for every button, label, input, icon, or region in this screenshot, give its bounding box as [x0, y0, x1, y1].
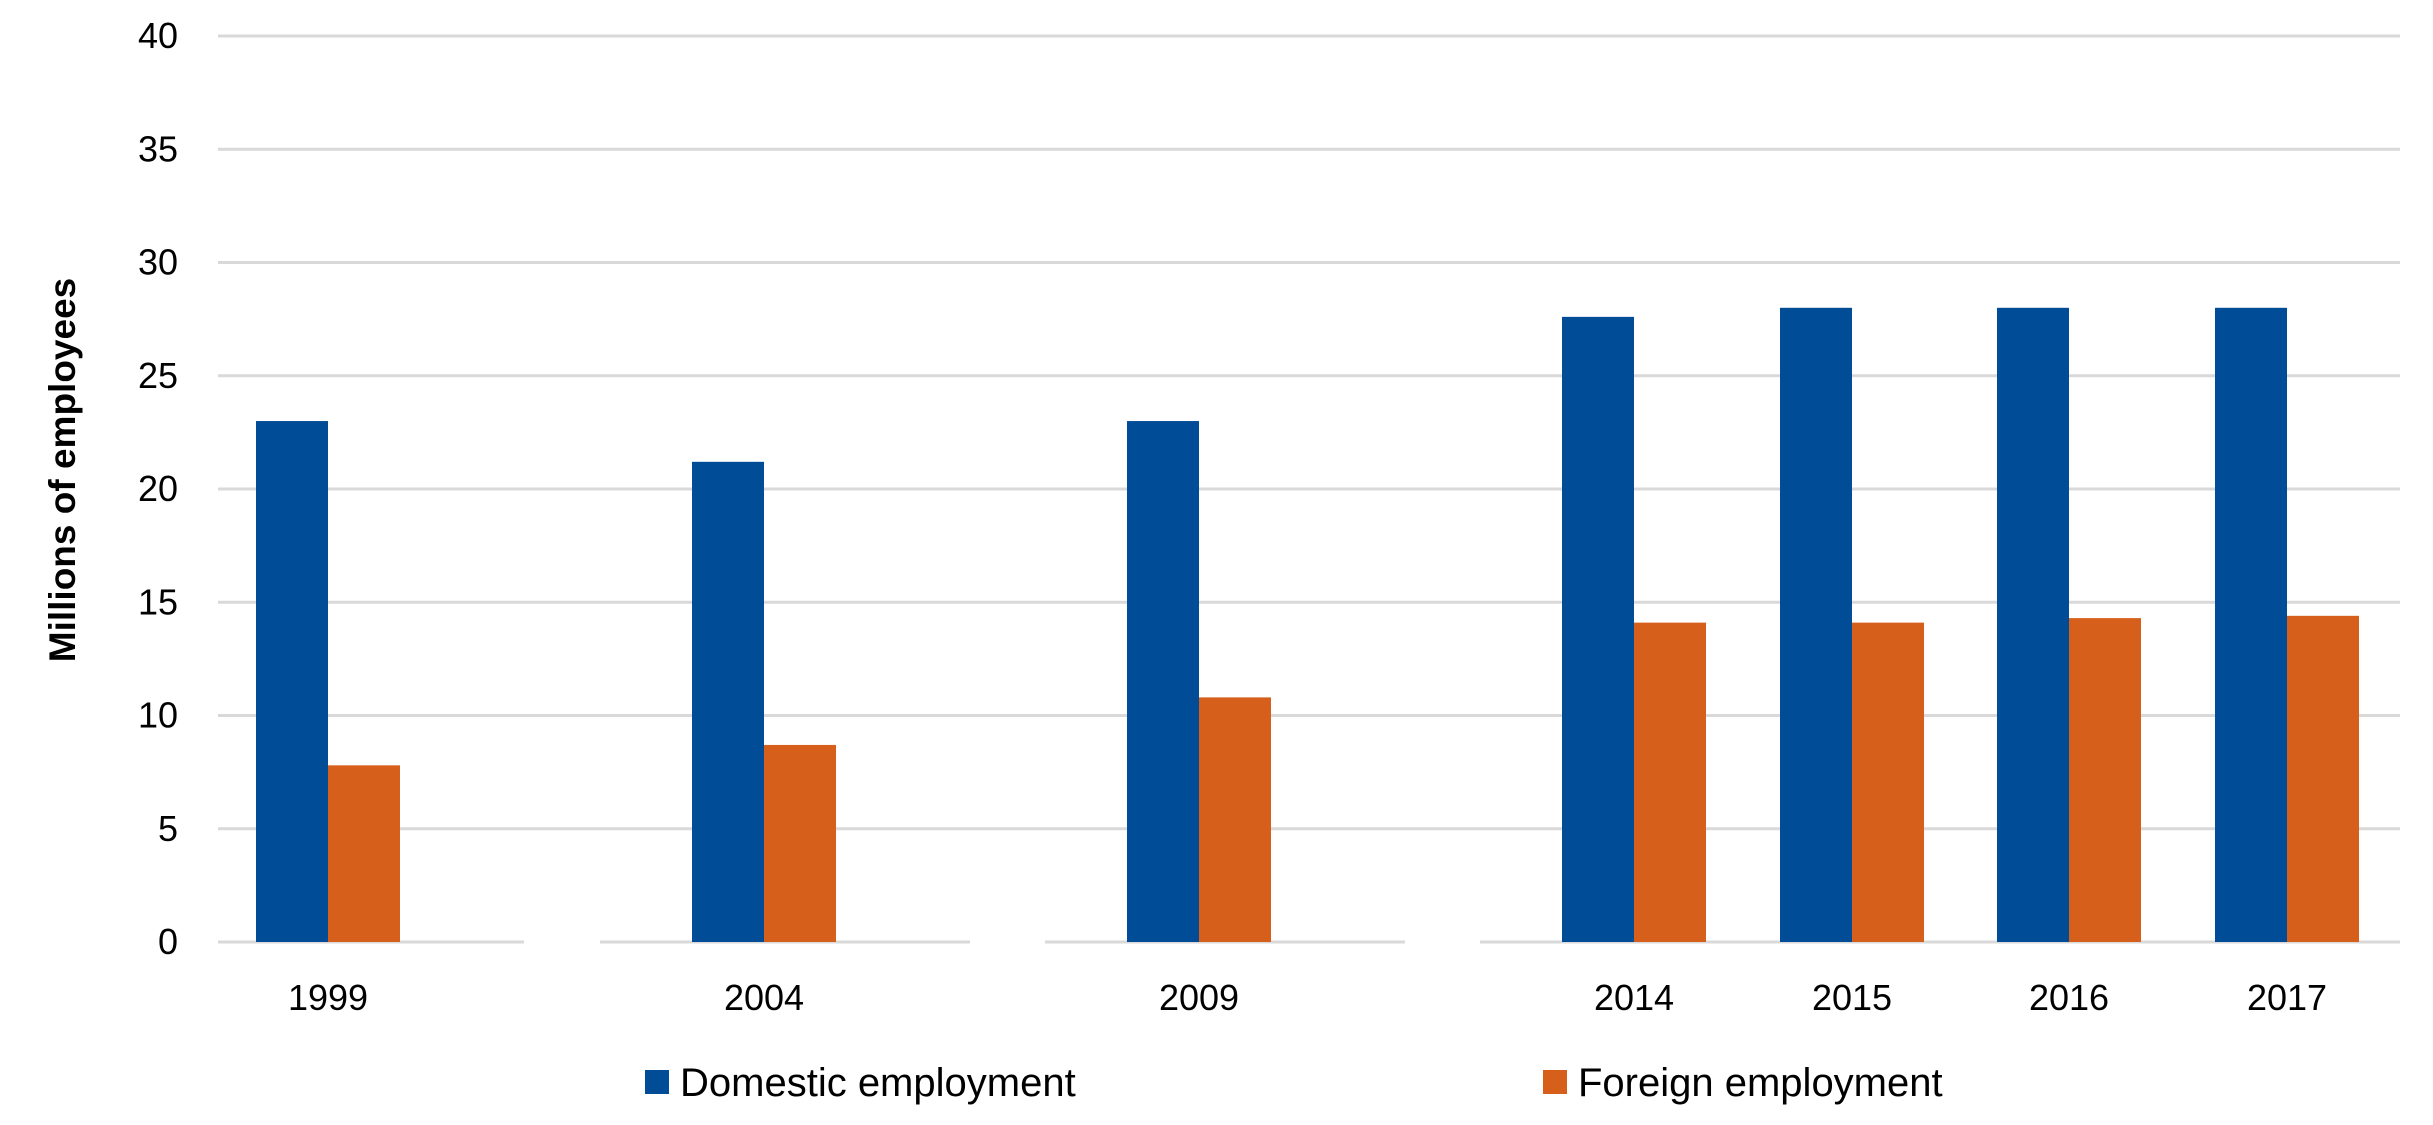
legend-swatch-foreign	[1543, 1070, 1567, 1094]
legend-item-domestic: Domestic employment	[645, 1061, 1076, 1105]
x-tick-label-2004: 2004	[724, 977, 804, 1018]
y-tick-label: 15	[138, 581, 178, 622]
bar-domestic-1999	[256, 421, 328, 942]
y-tick-label: 30	[138, 242, 178, 283]
bar-foreign-2009	[1199, 697, 1271, 942]
bar-foreign-2014	[1634, 622, 1706, 942]
legend-label-domestic: Domestic employment	[680, 1061, 1076, 1105]
gridlines	[218, 34, 2400, 831]
bar-foreign-2004	[764, 744, 836, 942]
bar-foreign-2016	[2069, 618, 2141, 942]
bar-domestic-2017	[2215, 307, 2287, 942]
bar-domestic-2014	[1562, 316, 1634, 942]
bar-domestic-2004	[692, 461, 764, 942]
x-tick-label-2015: 2015	[1812, 977, 1892, 1018]
y-tick-label: 25	[138, 355, 178, 396]
x-tick-label-2016: 2016	[2029, 977, 2109, 1018]
y-tick-label: 10	[138, 695, 178, 736]
bar-domestic-2015	[1780, 307, 1852, 942]
bar-foreign-2015	[1852, 622, 1924, 942]
x-axis-tick-labels: 1999 2004 2009 2014 2015 2016 2017	[288, 977, 2327, 1018]
x-tick-label-1999: 1999	[288, 977, 368, 1018]
x-tick-label-2014: 2014	[1594, 977, 1674, 1018]
x-tick-label-2017: 2017	[2247, 977, 2327, 1018]
bar-foreign-1999	[328, 765, 400, 942]
bar-domestic-2009	[1127, 421, 1199, 942]
y-tick-label: 5	[158, 808, 178, 849]
y-tick-label: 40	[138, 15, 178, 56]
bar-foreign-2017	[2287, 615, 2359, 942]
x-tick-label-2009: 2009	[1159, 977, 1239, 1018]
bar-domestic-2016	[1997, 307, 2069, 942]
y-axis-tick-labels: 0 5 10 15 20 25 30 35 40	[138, 15, 178, 962]
y-tick-label: 20	[138, 468, 178, 509]
legend-swatch-domestic	[645, 1070, 669, 1094]
legend: Domestic employment Foreign employment	[645, 1061, 1943, 1105]
y-tick-label: 0	[158, 921, 178, 962]
y-axis-title: Millions of employees	[42, 278, 83, 662]
bars	[256, 307, 2359, 942]
legend-item-foreign: Foreign employment	[1543, 1061, 1943, 1105]
y-tick-label: 35	[138, 128, 178, 169]
legend-label-foreign: Foreign employment	[1578, 1061, 1943, 1105]
